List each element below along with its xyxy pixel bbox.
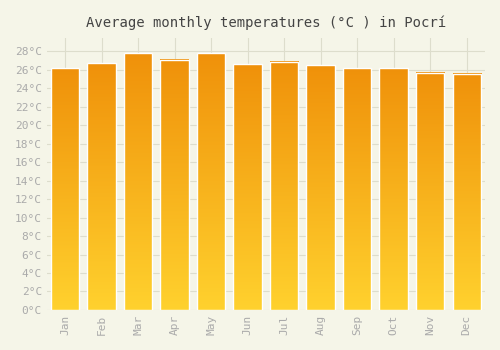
Bar	[160, 60, 189, 310]
Bar	[416, 73, 444, 310]
Bar	[380, 68, 408, 310]
Bar	[88, 63, 116, 310]
Title: Average monthly temperatures (°C ) in Pocrí: Average monthly temperatures (°C ) in Po…	[86, 15, 446, 29]
Bar	[234, 64, 262, 310]
Bar	[343, 68, 372, 310]
Bar	[270, 62, 298, 310]
Bar	[452, 74, 481, 310]
Bar	[51, 68, 80, 310]
Bar	[197, 53, 226, 310]
Bar	[124, 53, 152, 310]
Bar	[306, 65, 335, 310]
